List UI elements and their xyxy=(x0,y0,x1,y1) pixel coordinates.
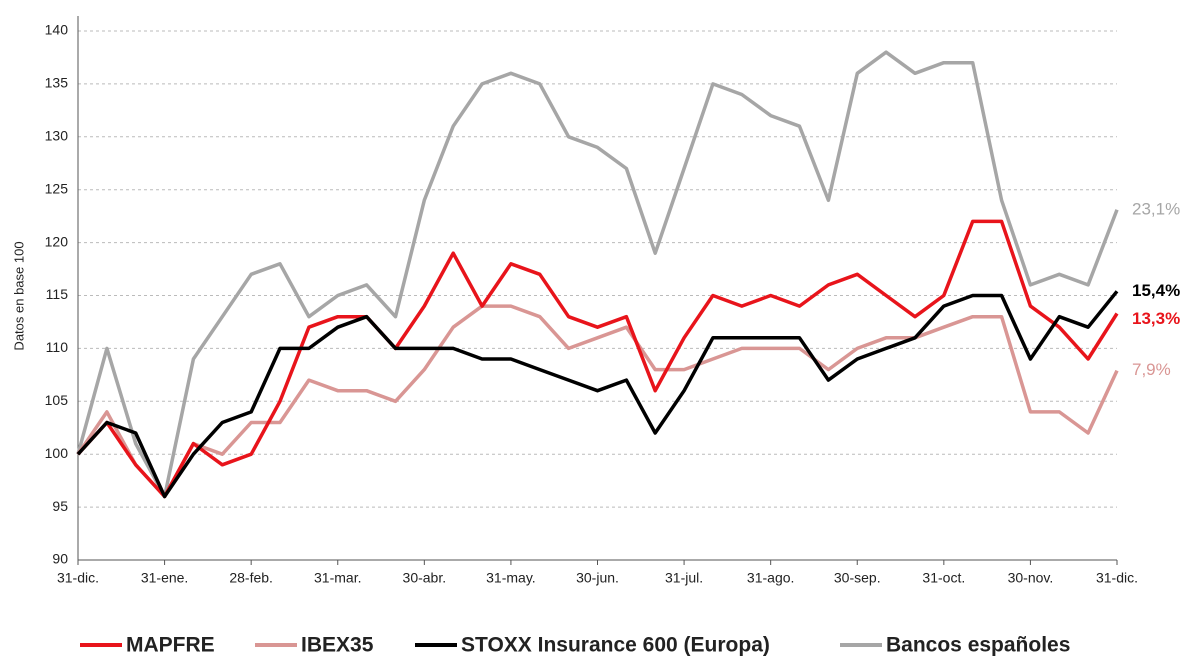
x-tick-label: 30-nov. xyxy=(1008,570,1054,586)
y-tick-label: 120 xyxy=(45,233,69,249)
legend-label: STOXX Insurance 600 (Europa) xyxy=(461,634,770,657)
x-tick-label: 30-jun. xyxy=(576,570,619,586)
y-tick-label: 115 xyxy=(46,286,69,302)
y-tick-label: 125 xyxy=(45,180,69,196)
y-tick-label: 130 xyxy=(45,128,69,144)
y-tick-label: 110 xyxy=(46,339,69,355)
x-tick-label: 31-jul. xyxy=(665,570,703,586)
series-line xyxy=(76,304,1119,499)
y-tick-label: 135 xyxy=(45,75,69,91)
x-tick-label: 30-abr. xyxy=(403,570,447,586)
legend-label: Bancos españoles xyxy=(886,634,1070,657)
x-tick-label: 31-ene. xyxy=(141,570,188,586)
x-tick-label: 31-ago. xyxy=(747,570,794,586)
x-tick-label: 31-mar. xyxy=(314,570,361,586)
legend-label: MAPFRE xyxy=(126,634,215,657)
y-tick-label: 140 xyxy=(45,22,69,38)
x-tick-label: 31-may. xyxy=(486,570,536,586)
legend-label: IBEX35 xyxy=(301,634,374,657)
end-label: 15,4% xyxy=(1132,281,1180,300)
series-line xyxy=(76,219,1119,499)
x-tick-label: 30-sep. xyxy=(834,570,881,586)
y-tick-label: 100 xyxy=(45,445,69,461)
y-tick-label: 90 xyxy=(52,551,68,567)
y-axis-title: Datos en base 100 xyxy=(11,241,26,350)
end-label: 7,9% xyxy=(1132,360,1171,379)
end-label: 13,3% xyxy=(1132,309,1180,328)
series-line xyxy=(76,290,1119,499)
y-tick-label: 105 xyxy=(45,392,69,408)
end-label: 23,1% xyxy=(1132,199,1180,218)
x-tick-label: 31-dic. xyxy=(57,570,99,586)
x-tick-label: 28-feb. xyxy=(229,570,273,586)
x-tick-label: 31-oct. xyxy=(922,570,965,586)
series-line xyxy=(76,50,1119,499)
y-tick-label: 95 xyxy=(52,498,68,514)
x-tick-label: 31-dic. xyxy=(1096,570,1138,586)
